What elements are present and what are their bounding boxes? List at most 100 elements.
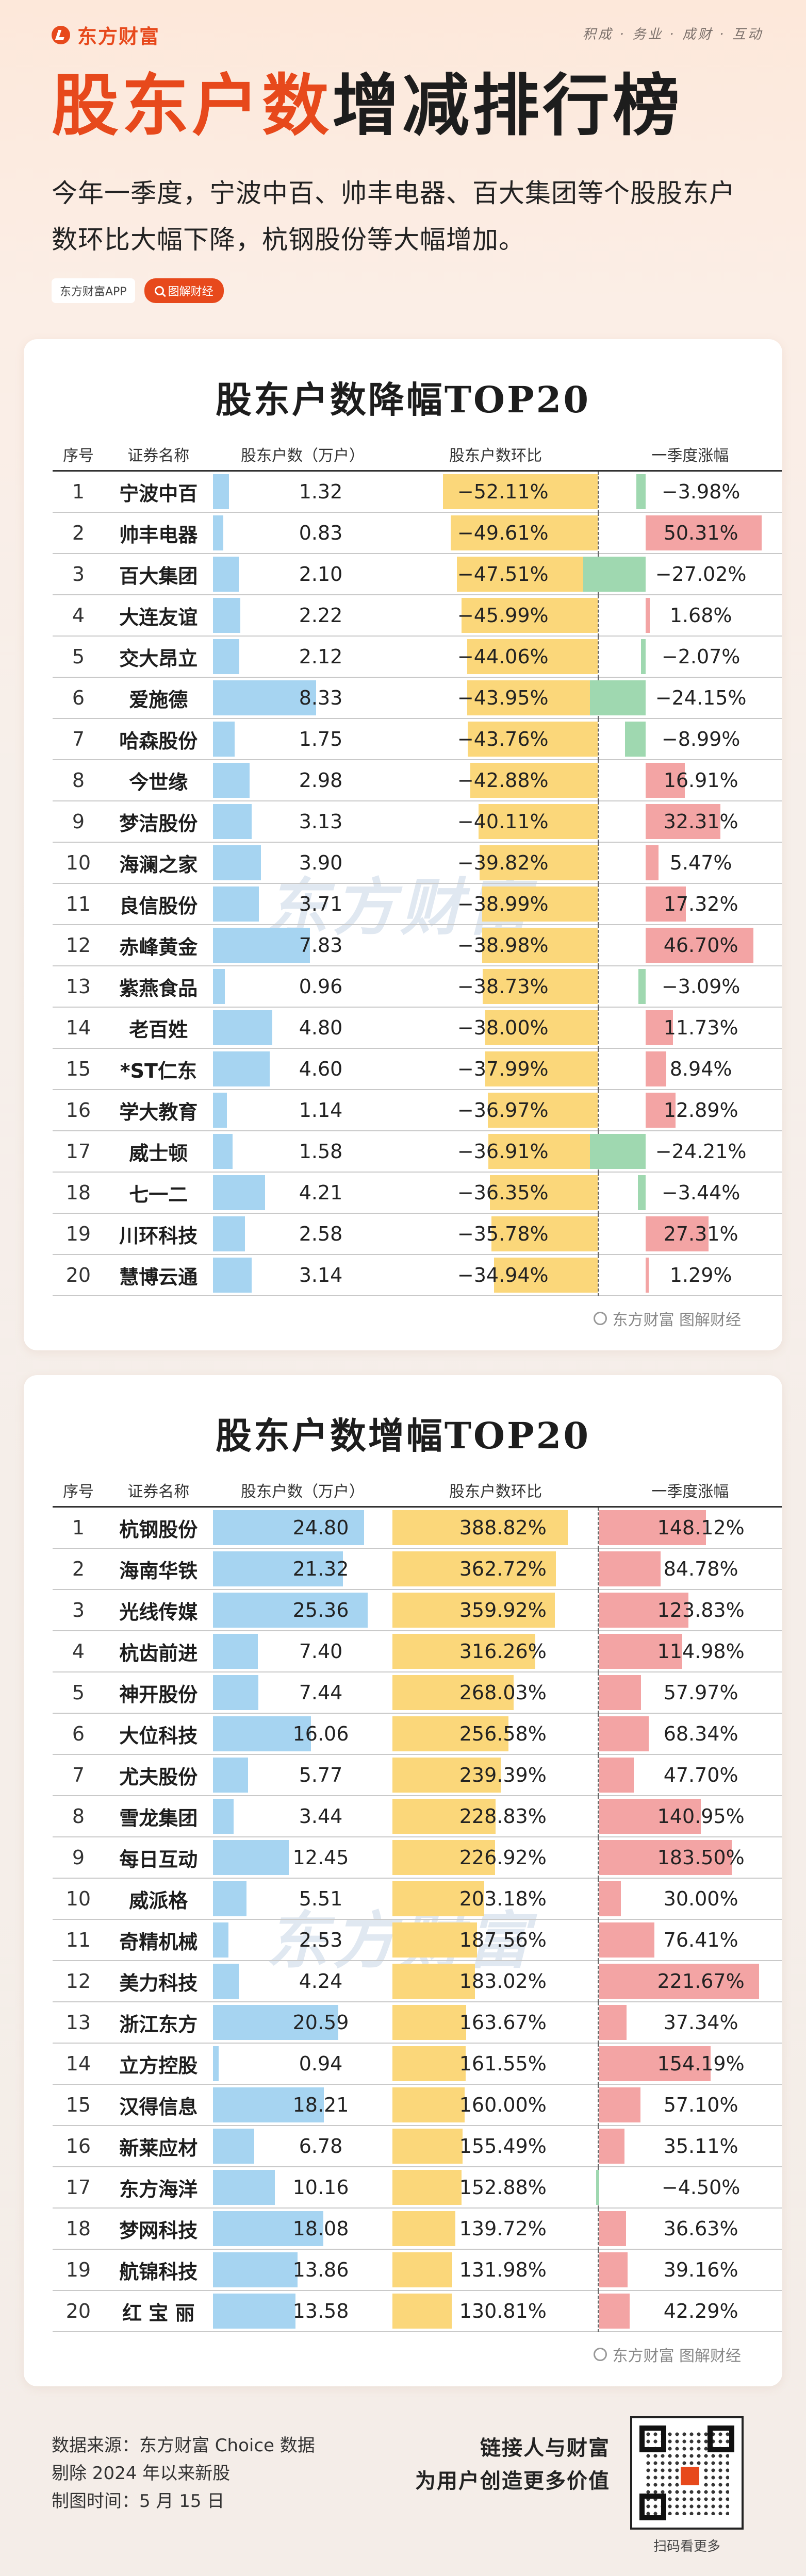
change-value: −43.76% bbox=[457, 728, 549, 750]
rank-cell: 9 bbox=[53, 1837, 104, 1879]
gain-bar bbox=[599, 1675, 641, 1710]
gain-value: 35.11% bbox=[663, 2135, 738, 2157]
gain-bar bbox=[646, 1216, 709, 1251]
holders-bar bbox=[212, 2252, 298, 2287]
table-row: 2 海南华铁 21.32 362.72% 84.78% bbox=[53, 1548, 782, 1590]
rank-cell: 11 bbox=[53, 883, 104, 925]
gain-bar bbox=[646, 886, 686, 922]
gain-value: 84.78% bbox=[663, 1558, 738, 1580]
holders-value: 18.21 bbox=[292, 2094, 349, 2116]
rank-cell: 19 bbox=[53, 1213, 104, 1255]
exclude-line: 剔除 2024 年以来新股 bbox=[52, 2463, 231, 2484]
table-row: 19 川环科技 2.58 −35.78% 27.31% bbox=[53, 1213, 782, 1255]
holders-bar bbox=[212, 1551, 343, 1586]
table-row: 4 大连友谊 2.22 −45.99% 1.68% bbox=[53, 595, 782, 637]
gain-value: 1.68% bbox=[669, 604, 732, 627]
increase-card-title: 股东户数增幅TOP20 bbox=[215, 1414, 591, 1457]
table-row: 9 梦洁股份 3.13 −40.11% 32.31% bbox=[53, 801, 782, 843]
change-value: 268.03% bbox=[459, 1681, 547, 1704]
brand-small-icon bbox=[594, 1312, 607, 1325]
gain-bar bbox=[590, 1134, 646, 1169]
table-row: 20 慧博云通 3.14 −34.94% 1.29% bbox=[53, 1254, 782, 1296]
change-bar bbox=[488, 1093, 598, 1128]
gain-bar bbox=[599, 1634, 683, 1669]
security-name: 海南华铁 bbox=[104, 1548, 213, 1590]
holders-bar bbox=[212, 1634, 258, 1669]
gain-value: 148.12% bbox=[657, 1516, 745, 1539]
holders-value: 10.16 bbox=[292, 2176, 349, 2199]
rank-cell: 4 bbox=[53, 595, 104, 637]
table-row: 14 老百姓 4.80 −38.00% 11.73% bbox=[53, 1007, 782, 1049]
rank-cell: 5 bbox=[53, 636, 104, 678]
page-title-part2: 增减排行榜 bbox=[332, 66, 683, 145]
table-row: 17 东方海洋 10.16 152.88% −4.50% bbox=[53, 2167, 782, 2209]
rank-cell: 20 bbox=[53, 1254, 104, 1296]
security-name: 爱施德 bbox=[104, 677, 213, 719]
table-row: 3 百大集团 2.10 −47.51% −27.02% bbox=[53, 554, 782, 595]
gain-value: 17.32% bbox=[663, 893, 738, 915]
gain-value: 42.29% bbox=[663, 2300, 738, 2322]
gain-bar bbox=[599, 1716, 649, 1751]
rank-cell: 4 bbox=[53, 1631, 104, 1672]
holders-value: 12.45 bbox=[292, 1846, 349, 1869]
rank-cell: 1 bbox=[53, 471, 104, 513]
holders-bar bbox=[212, 1799, 234, 1834]
holders-bar bbox=[212, 1675, 258, 1710]
rank-cell: 18 bbox=[53, 1172, 104, 1214]
table-row: 20 红 宝 丽 13.58 130.81% 42.29% bbox=[53, 2290, 782, 2332]
security-name: 学大教育 bbox=[104, 1090, 213, 1131]
change-bar bbox=[392, 1551, 556, 1586]
change-value: 187.56% bbox=[459, 1929, 547, 1951]
change-bar bbox=[392, 2211, 456, 2246]
holders-value: 4.80 bbox=[299, 1016, 343, 1039]
qr-code-icon[interactable] bbox=[630, 2416, 744, 2530]
security-name: 威派格 bbox=[104, 1878, 213, 1920]
security-name: 杭钢股份 bbox=[104, 1507, 213, 1549]
change-bar bbox=[392, 1922, 478, 1958]
gain-bar bbox=[646, 1010, 673, 1045]
table-row: 2 帅丰电器 0.83 −49.61% 50.31% bbox=[53, 512, 782, 554]
security-name: 今世缘 bbox=[104, 760, 213, 801]
change-value: −49.61% bbox=[457, 522, 549, 544]
col-gain: 一季度涨幅 bbox=[598, 438, 782, 472]
security-name: 红 宝 丽 bbox=[104, 2290, 213, 2332]
holders-bar bbox=[212, 2129, 254, 2164]
gain-value: −8.99% bbox=[661, 728, 741, 750]
holders-value: 13.58 bbox=[292, 2300, 349, 2322]
gain-bar bbox=[599, 2211, 626, 2246]
tag-row: 东方财富APP 图解财经 bbox=[52, 278, 224, 303]
change-bar bbox=[450, 515, 598, 550]
holders-value: 2.12 bbox=[299, 645, 343, 668]
gain-value: 12.89% bbox=[663, 1099, 738, 1122]
rank-cell: 13 bbox=[53, 966, 104, 1008]
change-value: −42.88% bbox=[457, 769, 549, 792]
rank-cell: 2 bbox=[53, 512, 104, 554]
app-tag: 东方财富APP bbox=[52, 278, 135, 303]
security-name: 尤夫股份 bbox=[104, 1754, 213, 1796]
search-icon bbox=[154, 286, 164, 295]
table-row: 13 浙江东方 20.59 163.67% 37.34% bbox=[53, 2002, 782, 2044]
gain-value: −24.15% bbox=[655, 687, 747, 709]
holders-bar bbox=[212, 557, 239, 592]
security-name: 东方海洋 bbox=[104, 2167, 213, 2209]
tujie-tag[interactable]: 图解财经 bbox=[144, 278, 224, 303]
change-value: 239.39% bbox=[459, 1764, 547, 1786]
table-row: 6 爱施德 8.33 −43.95% −24.15% bbox=[53, 677, 782, 719]
rank-cell: 9 bbox=[53, 801, 104, 843]
rank-cell: 3 bbox=[53, 1590, 104, 1631]
holders-bar bbox=[212, 969, 225, 1004]
change-value: 388.82% bbox=[459, 1516, 547, 1539]
change-value: −44.06% bbox=[457, 645, 549, 668]
card-footer: 东方财富 图解财经 bbox=[594, 1307, 741, 1330]
change-bar bbox=[494, 1258, 598, 1293]
decrease-card-title: 股东户数降幅TOP20 bbox=[215, 378, 591, 421]
change-bar bbox=[392, 2087, 465, 2122]
holders-bar bbox=[212, 763, 250, 798]
change-bar bbox=[456, 557, 598, 592]
security-name: 良信股份 bbox=[104, 883, 213, 925]
gain-value: 30.00% bbox=[663, 1887, 738, 1910]
security-name: 立方控股 bbox=[104, 2043, 213, 2085]
col-rank: 序号 bbox=[53, 1474, 104, 1508]
holders-value: 3.14 bbox=[299, 1264, 343, 1286]
change-bar bbox=[392, 1964, 475, 1999]
